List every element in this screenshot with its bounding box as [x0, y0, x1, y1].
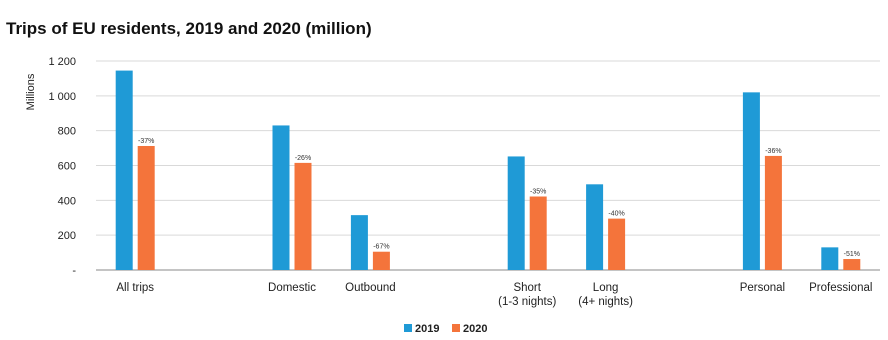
data-label: -26%	[295, 155, 311, 162]
category-labels: All trips Domestic Outbound Short (1-3 night…	[116, 282, 872, 308]
category-label: Outbound	[345, 282, 396, 294]
bar-2020-5	[764, 155, 782, 270]
data-label: -51%	[844, 251, 860, 258]
grid-layer	[96, 60, 880, 271]
bar-2020-0	[137, 145, 155, 270]
data-label: -37%	[138, 138, 154, 145]
bar-2019-1	[272, 125, 290, 270]
y-tick-label: 600	[58, 161, 76, 173]
y-tick-label: 800	[58, 126, 76, 138]
y-tick-label: 400	[58, 195, 76, 207]
category-label: (1-3 nights)	[498, 296, 556, 308]
data-label: -67%	[373, 244, 389, 251]
bar-2020-1	[294, 162, 312, 270]
bar-2019-0	[115, 70, 133, 271]
y-tick-label: 200	[58, 230, 76, 242]
bar-2019-4	[586, 184, 604, 270]
legend-label: 2020	[463, 323, 487, 335]
data-label-layer: -37% -26% -67% -35% -40% -36% -51%	[138, 138, 860, 258]
category-label: Personal	[740, 282, 785, 294]
chart-title: Trips of EU residents, 2019 and 2020 (mi…	[6, 19, 372, 38]
y-tick-label: -	[72, 265, 76, 277]
y-tick-label: 1 200	[48, 56, 76, 68]
bar-2019-3	[507, 156, 525, 270]
data-label: -35%	[530, 189, 546, 196]
category-label: (4+ nights)	[578, 296, 633, 308]
bar-2019-2	[350, 215, 368, 270]
bar-2020-4	[608, 218, 626, 270]
y-axis-label: Millions	[25, 73, 37, 110]
bar-2019-5	[742, 92, 760, 270]
data-label: -36%	[765, 148, 781, 155]
bar-2020-2	[372, 251, 390, 270]
legend: 2019 2020	[404, 323, 487, 335]
data-label: -40%	[608, 211, 624, 218]
category-label: Domestic	[268, 282, 316, 294]
bar-layer	[115, 70, 861, 271]
bar-2020-3	[529, 196, 547, 270]
y-tick-labels: - 200 400 600 800 1 000 1 200	[48, 56, 76, 277]
y-tick-label: 1 000	[48, 91, 76, 103]
legend-swatch-2019	[404, 324, 412, 332]
category-label: Professional	[809, 282, 872, 294]
category-label: Long	[593, 282, 619, 294]
category-label: All trips	[116, 282, 154, 294]
legend-swatch-2020	[452, 324, 460, 332]
bar-2020-6	[843, 259, 861, 270]
category-label: Short	[513, 282, 541, 294]
legend-label: 2019	[415, 323, 439, 335]
bar-2019-6	[821, 247, 839, 270]
